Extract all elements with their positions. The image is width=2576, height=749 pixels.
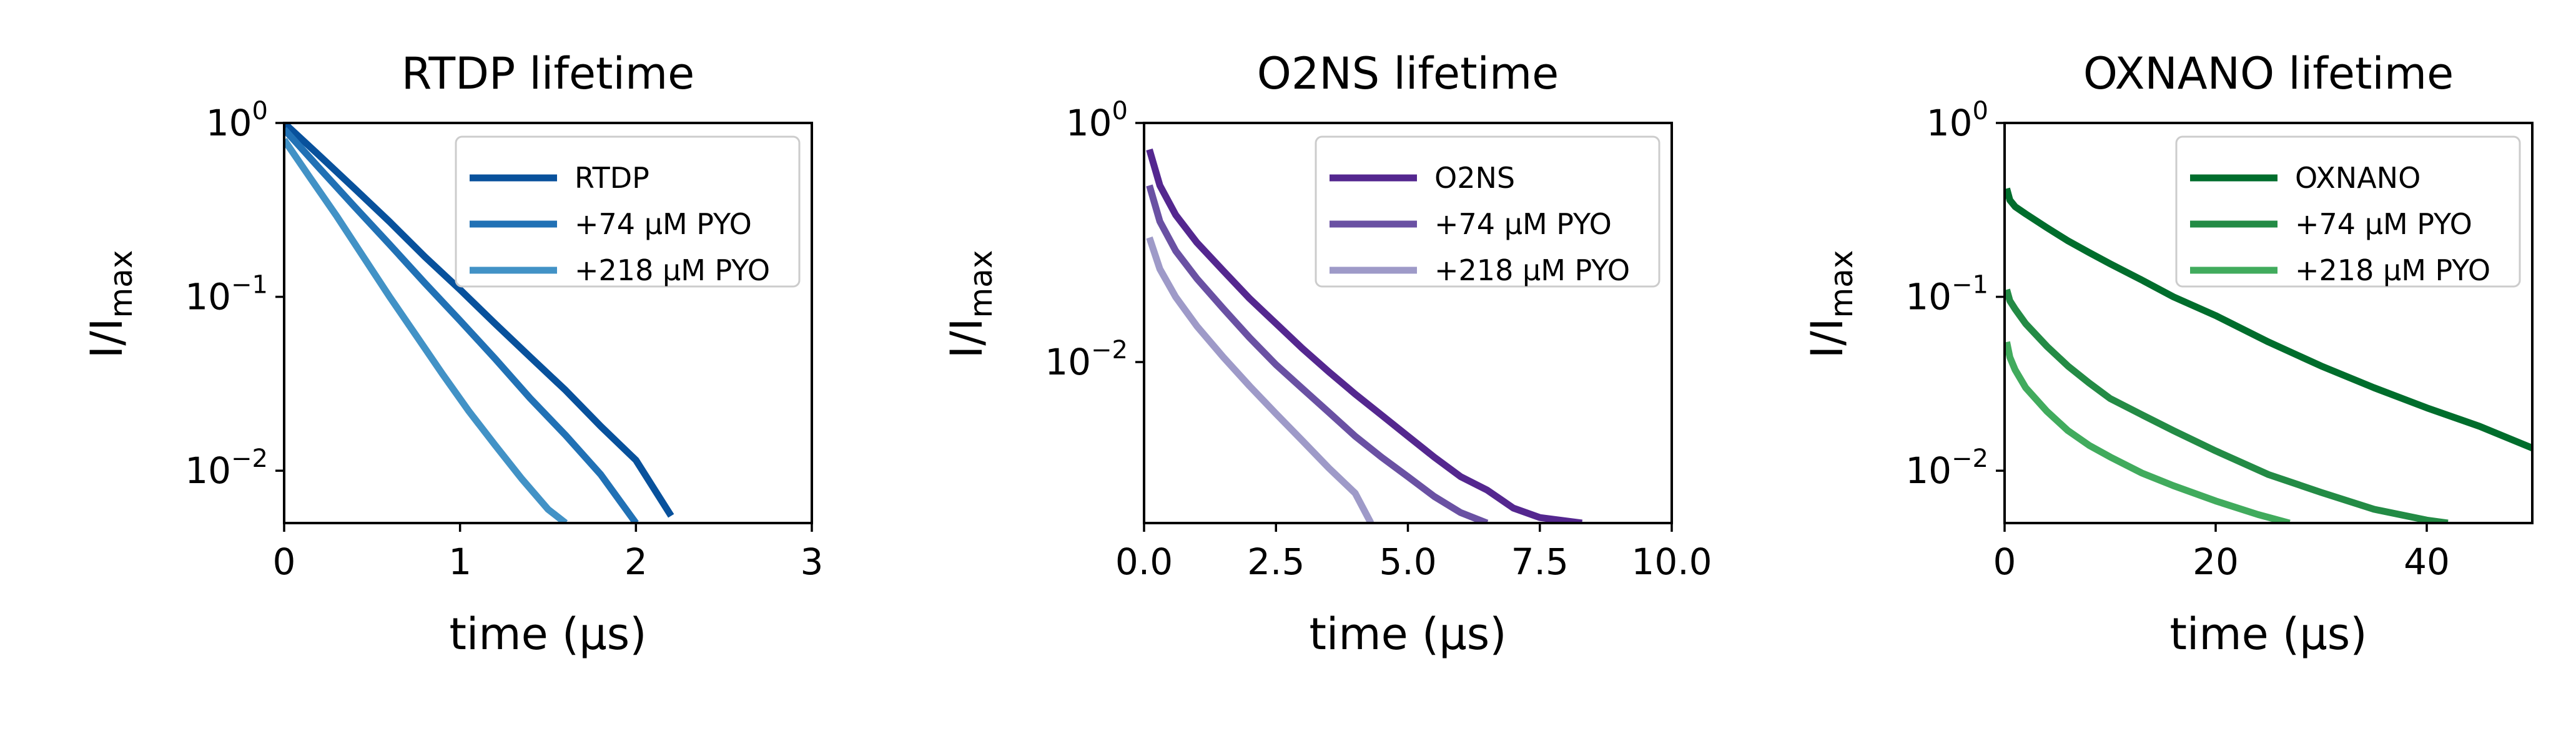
y-tick-base: 10 (206, 102, 252, 144)
y-tick-exponent: 0 (1973, 97, 1988, 125)
y-tick-label: 10−1 (185, 271, 268, 318)
x-axis-label: time (μs) (1309, 609, 1506, 660)
y-label-main: I/I (81, 318, 132, 359)
series-line-3 (1146, 236, 1374, 523)
x-tick-label: 20 (2193, 541, 2239, 583)
x-tick-label: 0 (273, 541, 296, 583)
series-line-1 (284, 123, 674, 518)
series-line-2 (1146, 184, 1489, 523)
plot-area (1146, 148, 1583, 523)
series-line-2 (2005, 288, 2449, 523)
x-tick-label: 10.0 (1631, 541, 1712, 583)
legend: O2NS +74 μM PYO +218 μM PYO (1315, 135, 1661, 288)
legend-label-1: O2NS (1434, 161, 1515, 195)
y-axis-label: I/Imax (941, 250, 999, 359)
y-tick-exponent: −1 (1952, 271, 1988, 300)
x-tick-label: 7.5 (1511, 541, 1569, 583)
x-tick-label: 2 (624, 541, 648, 583)
y-tick-base: 10 (185, 276, 231, 318)
series-line-2 (284, 127, 639, 523)
legend-label-1: OXNANO (2295, 161, 2421, 195)
axes-frame (2003, 122, 2534, 524)
y-axis-label: I/Imax (1802, 250, 1860, 359)
y-tick-label: 10−2 (185, 444, 268, 492)
y-tick-base: 10 (1905, 449, 1952, 492)
y-label-subscript: max (103, 250, 139, 318)
y-tick-exponent: 0 (1112, 97, 1128, 125)
legend-label-3: +218 μM PYO (1434, 253, 1630, 287)
y-tick-exponent: −1 (231, 271, 268, 300)
y-tick-exponent: −2 (1091, 336, 1128, 365)
y-tick-label: 100 (1927, 97, 1988, 144)
y-tick-label: 10−2 (1905, 444, 1988, 492)
series-line-3 (284, 137, 568, 523)
y-tick-base: 10 (1905, 276, 1952, 318)
x-axis-label: time (μs) (2169, 609, 2367, 660)
legend: OXNANO +74 μM PYO +218 μM PYO (2175, 135, 2521, 288)
plot-area (284, 123, 674, 523)
y-label-main: I/I (941, 318, 992, 359)
y-axis-label: I/Imax (81, 250, 139, 359)
y-tick-base: 10 (1927, 102, 1973, 144)
y-label-main: I/I (1802, 318, 1853, 359)
y-tick-label: 100 (206, 97, 268, 144)
legend: RTDP +74 μM PYO +218 μM PYO (455, 135, 801, 288)
legend-frame (2175, 135, 2521, 288)
y-tick-exponent: 0 (252, 97, 268, 125)
plot-area (2005, 187, 2532, 523)
y-label-subscript: max (1823, 250, 1860, 318)
y-tick-exponent: −2 (231, 444, 268, 473)
y-tick-exponent: −2 (1952, 444, 1988, 473)
y-label-subscript: max (963, 250, 999, 318)
y-tick-base: 10 (1045, 341, 1091, 383)
chart-title: O2NS lifetime (1257, 48, 1559, 99)
legend-label-2: +74 μM PYO (2295, 207, 2472, 241)
legend-frame (455, 135, 801, 288)
chart-title: RTDP lifetime (402, 48, 694, 99)
series-line-3 (2005, 341, 2291, 523)
y-tick-label: 10−2 (1045, 336, 1128, 383)
x-axis-label: time (μs) (449, 609, 646, 660)
legend-label-1: RTDP (575, 161, 649, 195)
y-tick-base: 10 (1066, 102, 1112, 144)
legend-label-2: +74 μM PYO (1434, 207, 1612, 241)
legend-label-3: +218 μM PYO (2295, 253, 2490, 287)
x-tick-label: 2.5 (1247, 541, 1305, 583)
x-tick-label: 3 (801, 541, 824, 583)
legend-label-2: +74 μM PYO (575, 207, 752, 241)
x-tick-label: 5.0 (1379, 541, 1436, 583)
x-tick-label: 40 (2404, 541, 2450, 583)
series-line-1 (2005, 187, 2532, 451)
y-tick-base: 10 (185, 449, 231, 492)
axes-frame (283, 122, 813, 524)
chart-title: OXNANO lifetime (2083, 48, 2454, 99)
y-tick-label: 10−1 (1905, 271, 1988, 318)
x-tick-label: 0.0 (1115, 541, 1173, 583)
y-tick-label: 100 (1066, 97, 1128, 144)
x-tick-label: 0 (1993, 541, 2016, 583)
series-line-1 (1146, 148, 1583, 523)
x-tick-label: 1 (448, 541, 471, 583)
legend-frame (1315, 135, 1661, 288)
legend-label-3: +218 μM PYO (575, 253, 770, 287)
